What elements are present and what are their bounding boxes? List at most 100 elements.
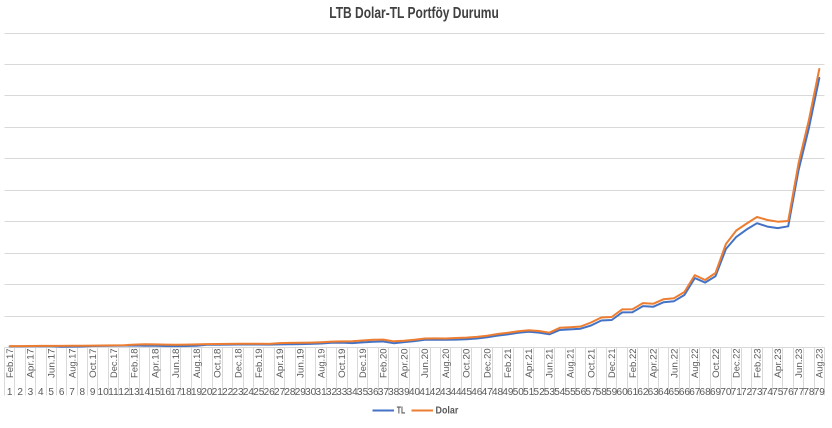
svg-text:55: 55: [565, 387, 577, 398]
svg-text:60: 60: [617, 387, 629, 398]
svg-text:TL: TL: [397, 405, 406, 417]
svg-text:42: 42: [430, 387, 442, 398]
svg-text:28: 28: [284, 387, 296, 398]
svg-text:57: 57: [585, 387, 597, 398]
svg-text:Dec.19: Dec.19: [358, 349, 369, 379]
svg-text:49: 49: [502, 387, 514, 398]
svg-text:78: 78: [803, 387, 815, 398]
svg-text:70: 70: [720, 387, 732, 398]
svg-text:Jun.22: Jun.22: [669, 349, 680, 379]
svg-text:69: 69: [710, 387, 722, 398]
svg-text:23: 23: [232, 387, 244, 398]
svg-text:67: 67: [689, 387, 701, 398]
svg-text:61: 61: [627, 387, 639, 398]
svg-text:73: 73: [751, 387, 763, 398]
svg-text:54: 54: [554, 387, 566, 398]
svg-text:35: 35: [357, 387, 369, 398]
svg-text:38: 38: [388, 387, 400, 398]
svg-text:Feb.22: Feb.22: [628, 349, 639, 379]
svg-text:44: 44: [450, 387, 462, 398]
svg-text:3: 3: [28, 387, 34, 398]
svg-text:Apr.23: Apr.23: [773, 349, 784, 379]
svg-text:56: 56: [575, 387, 587, 398]
svg-text:Feb.20: Feb.20: [379, 349, 390, 379]
svg-text:Feb.23: Feb.23: [752, 349, 763, 379]
svg-text:13: 13: [129, 387, 141, 398]
svg-text:27: 27: [274, 387, 286, 398]
svg-text:24: 24: [243, 387, 255, 398]
svg-text:22: 22: [222, 387, 234, 398]
svg-text:16: 16: [160, 387, 172, 398]
svg-text:Jun.17: Jun.17: [47, 349, 58, 379]
svg-text:11: 11: [108, 387, 119, 398]
svg-text:20: 20: [201, 387, 213, 398]
svg-text:Feb.18: Feb.18: [130, 349, 141, 379]
svg-text:41: 41: [419, 387, 431, 398]
svg-text:Dec.18: Dec.18: [233, 349, 244, 379]
svg-text:62: 62: [637, 387, 649, 398]
svg-text:Dec.22: Dec.22: [732, 349, 743, 379]
svg-text:5: 5: [48, 387, 54, 398]
svg-text:4: 4: [38, 387, 44, 398]
svg-text:75: 75: [772, 387, 784, 398]
svg-text:Oct.17: Oct.17: [88, 349, 99, 379]
svg-text:Oct.20: Oct.20: [462, 349, 473, 379]
svg-text:Apr.18: Apr.18: [150, 349, 161, 379]
svg-text:Jun.19: Jun.19: [296, 349, 307, 379]
svg-text:Aug.18: Aug.18: [192, 349, 203, 379]
svg-text:77: 77: [793, 387, 805, 398]
svg-text:Feb.19: Feb.19: [254, 349, 265, 379]
svg-text:32: 32: [326, 387, 338, 398]
svg-text:50: 50: [513, 387, 525, 398]
svg-text:2: 2: [17, 387, 23, 398]
svg-text:LTB Dolar-TL Portföy Durumu: LTB Dolar-TL Portföy Durumu: [329, 5, 499, 22]
svg-text:Oct.19: Oct.19: [337, 349, 348, 379]
svg-text:7: 7: [69, 387, 75, 398]
svg-text:Feb.17: Feb.17: [5, 349, 16, 379]
svg-text:Apr.21: Apr.21: [524, 349, 535, 379]
svg-text:19: 19: [191, 387, 203, 398]
svg-text:Apr.19: Apr.19: [275, 349, 286, 379]
svg-text:Aug.21: Aug.21: [566, 349, 577, 379]
svg-text:59: 59: [606, 387, 618, 398]
svg-text:79: 79: [814, 387, 826, 398]
svg-text:21: 21: [212, 387, 224, 398]
svg-text:40: 40: [409, 387, 421, 398]
svg-text:10: 10: [98, 387, 110, 398]
svg-text:72: 72: [741, 387, 753, 398]
svg-text:Dec.20: Dec.20: [483, 349, 494, 379]
svg-text:Aug.20: Aug.20: [441, 349, 452, 379]
svg-text:Jun.18: Jun.18: [171, 349, 182, 379]
svg-text:36: 36: [367, 387, 379, 398]
svg-text:Jun.21: Jun.21: [545, 349, 556, 379]
svg-text:45: 45: [461, 387, 473, 398]
svg-text:52: 52: [534, 387, 546, 398]
svg-text:66: 66: [679, 387, 691, 398]
svg-text:Aug.22: Aug.22: [690, 349, 701, 379]
svg-text:Apr.20: Apr.20: [399, 349, 410, 379]
svg-text:Jun.23: Jun.23: [794, 349, 805, 379]
svg-text:33: 33: [336, 387, 348, 398]
svg-text:Apr.17: Apr.17: [26, 349, 37, 379]
svg-text:74: 74: [762, 387, 774, 398]
svg-text:Dec.21: Dec.21: [607, 349, 618, 379]
svg-text:1: 1: [7, 387, 13, 398]
svg-text:46: 46: [471, 387, 483, 398]
svg-text:15: 15: [149, 387, 161, 398]
svg-text:48: 48: [492, 387, 504, 398]
svg-text:Oct.22: Oct.22: [711, 349, 722, 379]
svg-text:Aug.23: Aug.23: [815, 349, 826, 379]
svg-text:25: 25: [253, 387, 265, 398]
svg-text:63: 63: [648, 387, 660, 398]
svg-text:31: 31: [316, 387, 328, 398]
svg-text:9: 9: [90, 387, 96, 398]
svg-text:39: 39: [399, 387, 411, 398]
svg-text:29: 29: [295, 387, 307, 398]
svg-text:Oct.21: Oct.21: [586, 349, 597, 379]
svg-text:53: 53: [544, 387, 556, 398]
svg-text:Dec.17: Dec.17: [109, 349, 120, 379]
svg-text:Dolar: Dolar: [436, 405, 459, 417]
svg-text:Feb.21: Feb.21: [503, 349, 514, 379]
svg-text:68: 68: [700, 387, 712, 398]
svg-text:76: 76: [783, 387, 795, 398]
